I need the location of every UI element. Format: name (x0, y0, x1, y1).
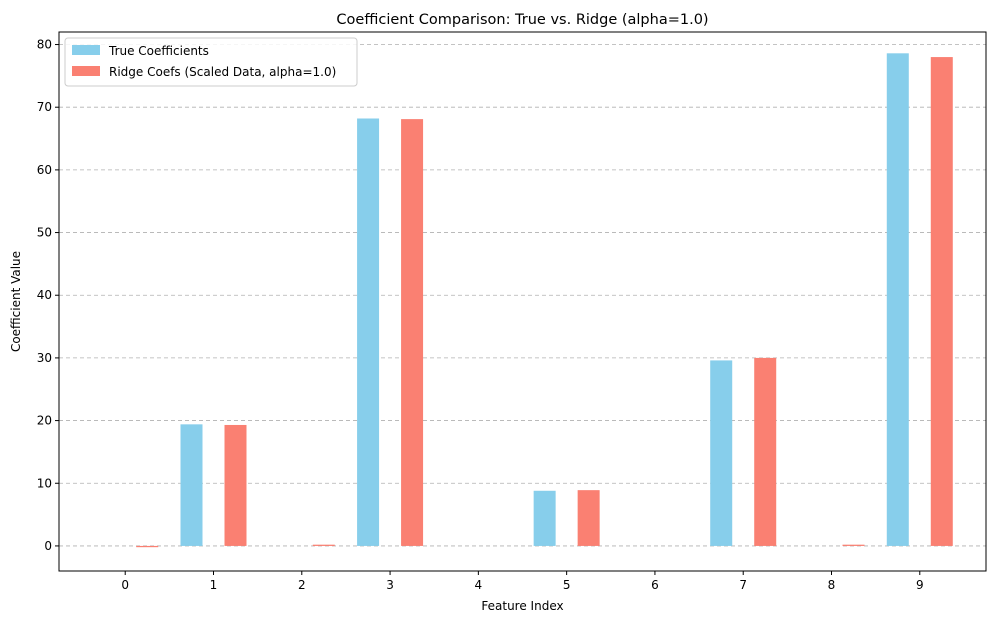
y-tick-label: 10 (37, 476, 52, 490)
x-tick-label: 9 (916, 578, 924, 592)
x-tick-label: 0 (121, 578, 129, 592)
y-tick-label: 50 (37, 226, 52, 240)
x-tick-label: 3 (386, 578, 394, 592)
legend-label: True Coefficients (108, 44, 209, 58)
bar-ridge-3 (401, 119, 424, 546)
bar-true-7 (710, 360, 733, 546)
y-tick-label: 0 (44, 539, 52, 553)
bar-ridge-8 (842, 544, 865, 546)
y-tick-label: 80 (37, 38, 52, 52)
legend-swatch (72, 45, 100, 55)
bars (92, 53, 953, 548)
y-tick-label: 30 (37, 351, 52, 365)
x-tick-label: 5 (563, 578, 571, 592)
x-tick-label: 7 (739, 578, 747, 592)
y-axis: 0 10 20 30 40 50 60 70 80 (37, 38, 59, 553)
x-axis: 0 1 2 3 4 5 6 7 8 9 (121, 571, 924, 592)
legend-label: Ridge Coefs (Scaled Data, alpha=1.0) (109, 65, 336, 79)
x-tick-label: 8 (828, 578, 836, 592)
bar-ridge-1 (224, 424, 247, 546)
grid-lines (59, 44, 986, 547)
bar-true-3 (357, 118, 380, 546)
y-tick-label: 60 (37, 163, 52, 177)
x-tick-label: 1 (210, 578, 218, 592)
chart-title: Coefficient Comparison: True vs. Ridge (… (336, 12, 708, 28)
x-axis-label: Feature Index (481, 599, 563, 613)
y-axis-label: Coefficient Value (9, 251, 23, 352)
y-tick-label: 40 (37, 288, 52, 302)
legend-swatch (72, 66, 100, 76)
legend: True Coefficients Ridge Coefs (Scaled Dat… (64, 37, 358, 87)
bar-true-9 (886, 53, 909, 546)
bar-true-5 (533, 490, 556, 546)
bar-ridge-7 (754, 357, 777, 546)
bar-true-1 (180, 424, 203, 546)
bar-ridge-9 (930, 57, 953, 546)
y-tick-label: 70 (37, 100, 52, 114)
bar-ridge-2 (312, 544, 335, 546)
y-tick-label: 20 (37, 414, 52, 428)
legend-box (64, 37, 358, 87)
x-tick-label: 4 (475, 578, 483, 592)
plot-frame (58, 31, 987, 572)
bar-ridge-5 (577, 490, 600, 546)
x-tick-label: 6 (651, 578, 659, 592)
bar-ridge-0 (136, 545, 159, 548)
x-tick-label: 2 (298, 578, 306, 592)
